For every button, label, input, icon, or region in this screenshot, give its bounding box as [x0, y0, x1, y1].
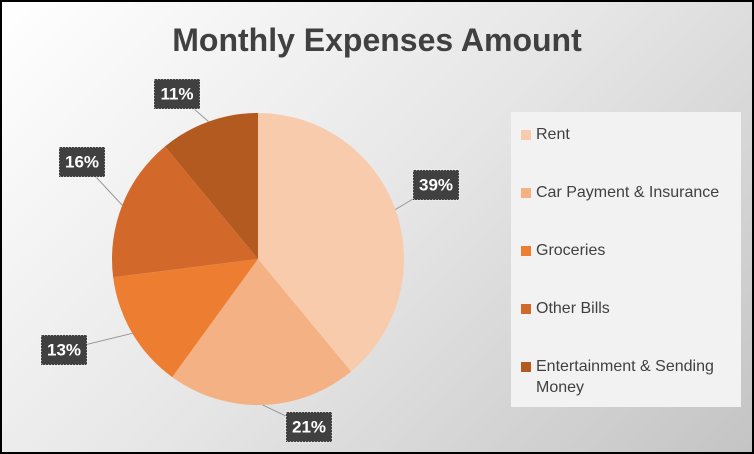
legend-label: Other Bills	[536, 300, 610, 317]
legend-item: Other Bills	[521, 298, 736, 319]
legend-swatch	[521, 130, 531, 140]
legend-item: Groceries	[521, 240, 736, 261]
data-label-box	[58, 146, 106, 178]
legend-item: Rent	[521, 124, 736, 145]
legend-label: Rent	[536, 126, 570, 143]
data-label: 21%	[292, 417, 326, 436]
data-label: 16%	[65, 152, 99, 171]
legend-label: Entertainment & Sending Money	[536, 358, 714, 396]
data-label: 13%	[47, 340, 81, 359]
legend-item: Entertainment & Sending Money	[521, 356, 736, 398]
data-label: 39%	[419, 175, 453, 194]
pie-slice	[112, 146, 258, 278]
pie-slice	[172, 259, 352, 406]
legend-swatch	[521, 246, 531, 256]
data-label-box	[153, 78, 201, 110]
data-label-box	[285, 411, 333, 443]
data-label-box	[412, 169, 460, 201]
legend-label: Groceries	[536, 242, 606, 259]
pie-slice	[258, 113, 404, 372]
chart-title: Monthly Expenses Amount	[172, 22, 582, 58]
legend-label: Car Payment & Insurance	[536, 184, 720, 201]
data-label-box	[40, 334, 88, 366]
data-label: 11%	[160, 84, 193, 103]
legend-swatch	[521, 362, 531, 372]
legend-item: Car Payment & Insurance	[521, 182, 736, 203]
pie-slice	[113, 259, 259, 378]
legend: Rent Car Payment & Insurance Groceries Othe…	[511, 112, 741, 407]
pie-slice	[164, 113, 258, 259]
legend-swatch	[521, 188, 531, 198]
legend-swatch	[521, 304, 531, 314]
